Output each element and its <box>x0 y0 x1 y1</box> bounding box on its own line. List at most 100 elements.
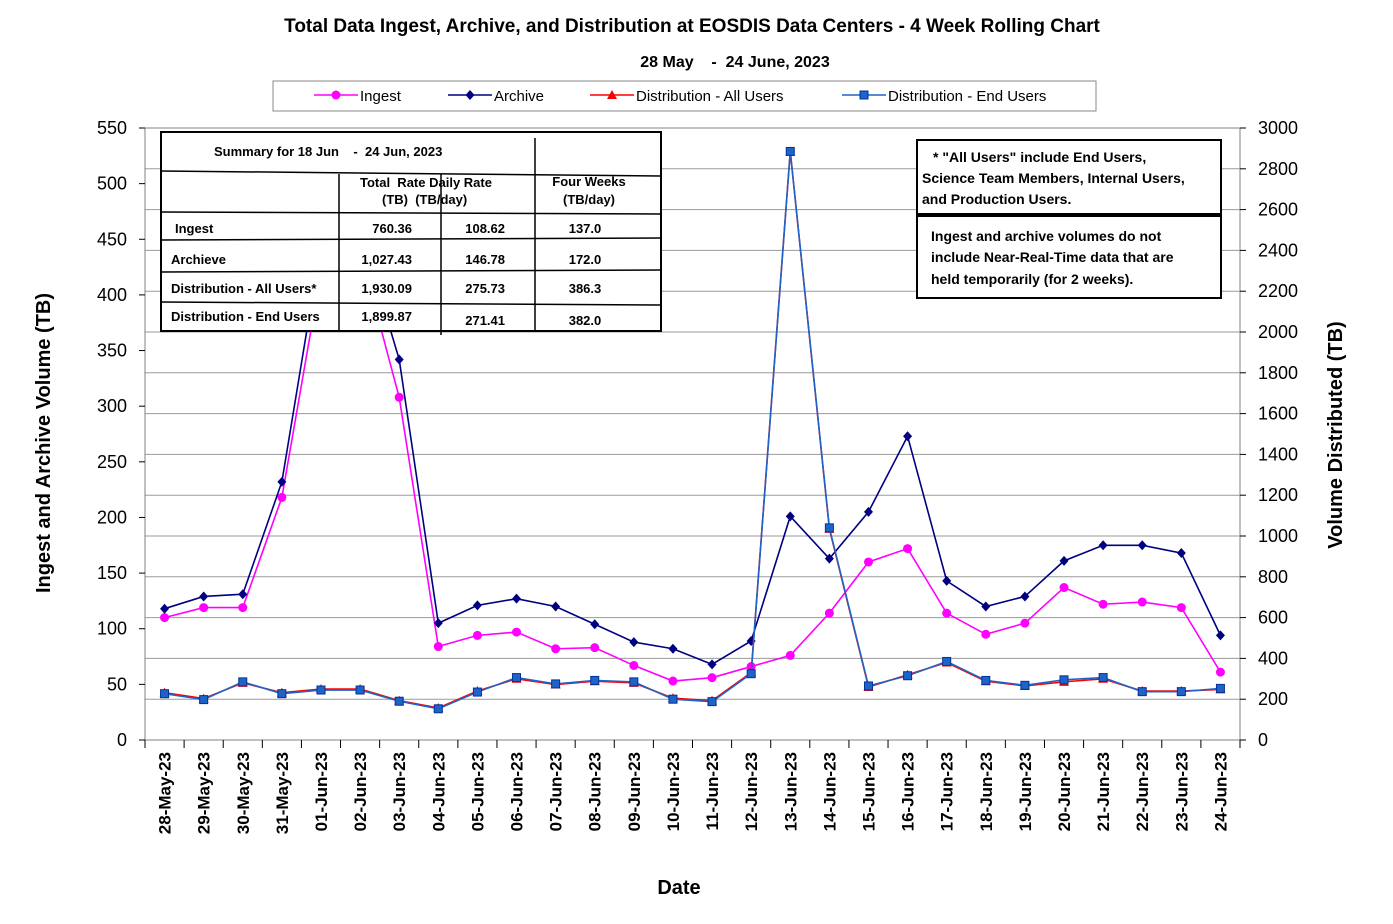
data-point <box>277 492 287 502</box>
data-point <box>863 681 873 691</box>
note-2-line-3: held temporarily (for 2 weeks). <box>931 271 1133 287</box>
chart-title: Total Data Ingest, Archive, and Distribu… <box>284 16 1100 37</box>
data-point <box>590 675 600 685</box>
summary-table: Summary for 18 Jun - 24 Jun, 2023 Total … <box>160 131 662 335</box>
data-point <box>433 618 443 629</box>
legend-item: Ingest <box>314 88 402 105</box>
data-point <box>1137 687 1147 697</box>
x-tick-label: 02-Jun-23 <box>351 752 370 831</box>
legend-marker <box>331 90 341 100</box>
y-tick-label: 50 <box>107 674 127 694</box>
data-point <box>199 591 209 602</box>
data-point <box>590 619 600 630</box>
summary-row-four-weeks: 386.3 <box>569 281 602 296</box>
legend-label: Archive <box>494 88 544 105</box>
summary-row-total: 1,899.87 <box>361 309 412 324</box>
data-point <box>981 601 991 612</box>
x-tick-label: 21-Jun-23 <box>1094 752 1113 831</box>
summary-header-units: (TB) (TB/day) <box>382 192 467 207</box>
data-point <box>512 627 522 637</box>
data-point <box>160 613 170 623</box>
data-point <box>1176 548 1186 559</box>
data-point <box>199 695 209 705</box>
legend-marker <box>465 90 475 100</box>
x-axis-title: Date <box>657 877 700 899</box>
data-point <box>551 679 561 689</box>
x-tick-label: 03-Jun-23 <box>390 752 409 831</box>
summary-header-total: Total Rate Daily Rate <box>360 175 492 190</box>
legend-marker <box>607 90 617 99</box>
x-tick-label: 01-Jun-23 <box>312 752 331 831</box>
data-point <box>472 630 482 640</box>
note-box-1 <box>916 139 1222 215</box>
data-point <box>629 637 639 648</box>
summary-row: Ingest 760.36 108.62 137.0 <box>175 221 601 236</box>
summary-rule <box>160 269 662 273</box>
data-point <box>160 603 170 614</box>
y2-tick-label: 2400 <box>1258 240 1298 260</box>
x-tick-label: 22-Jun-23 <box>1133 752 1152 831</box>
data-point <box>1059 555 1069 566</box>
y2-tick-label: 1400 <box>1258 444 1298 464</box>
data-point <box>160 689 170 699</box>
data-point <box>1098 673 1108 683</box>
x-tick-label: 06-Jun-23 <box>508 752 527 831</box>
data-point <box>668 676 678 686</box>
summary-row-daily: 271.41 <box>465 313 505 328</box>
summary-row-label: Ingest <box>175 221 214 236</box>
data-point <box>590 643 600 653</box>
x-tick-label: 15-Jun-23 <box>859 752 878 831</box>
x-tick-label: 28-May-23 <box>156 752 175 834</box>
x-tick-label: 09-Jun-23 <box>625 752 644 831</box>
data-point <box>1137 540 1147 551</box>
right-axis: 0 200 400 600 800 1000 1200 1400 1600 1800 2000 220… <box>1240 118 1298 750</box>
data-point <box>277 689 287 699</box>
data-point <box>1215 630 1225 641</box>
summary-row-four-weeks: 137.0 <box>569 221 602 236</box>
y-tick-label: 550 <box>97 118 127 138</box>
data-point <box>942 608 952 618</box>
data-point <box>863 506 873 517</box>
data-point <box>551 644 561 654</box>
data-point <box>433 704 443 714</box>
legend: Ingest Archive Distribution - All Users Dis… <box>272 80 1097 112</box>
x-tick-label: 14-Jun-23 <box>820 752 839 831</box>
x-tick-label: 11-Jun-23 <box>703 752 722 830</box>
data-point <box>668 643 678 654</box>
x-tick-label: 16-Jun-23 <box>899 752 918 831</box>
summary-header-four-weeks-units: (TB/day) <box>563 192 615 207</box>
data-point <box>824 523 834 533</box>
summary-row-total: 1,930.09 <box>361 281 412 296</box>
summary-row: Archieve 1,027.43 146.78 172.0 <box>171 252 601 267</box>
x-tick-label: 31-May-23 <box>273 752 292 834</box>
summary-row-label: Distribution - End Users <box>171 309 320 324</box>
x-tick-label: 23-Jun-23 <box>1172 752 1191 831</box>
data-point <box>1020 680 1030 690</box>
x-tick-label: 13-Jun-23 <box>781 752 800 831</box>
x-tick-label: 24-Jun-23 <box>1211 752 1230 831</box>
data-point <box>1215 683 1225 693</box>
x-tick-label: 18-Jun-23 <box>977 752 996 831</box>
y-tick-label: 400 <box>97 285 127 305</box>
summary-row-daily: 275.73 <box>465 281 505 296</box>
x-tick-label: 04-Jun-23 <box>429 752 448 831</box>
x-tick-label: 30-May-23 <box>234 752 253 834</box>
x-tick-label: 08-Jun-23 <box>586 752 605 831</box>
legend-item: Distribution - All Users <box>590 88 784 105</box>
x-tick-label: 17-Jun-23 <box>938 752 957 831</box>
summary-row-label: Archieve <box>171 252 226 267</box>
legend-item: Archive <box>448 88 544 105</box>
y2-tick-label: 0 <box>1258 730 1268 750</box>
data-point <box>668 694 678 704</box>
data-point <box>1098 540 1108 551</box>
x-tick-label: 07-Jun-23 <box>547 752 566 831</box>
summary-rule <box>160 301 662 306</box>
legend-marker <box>859 90 869 100</box>
data-point <box>1059 675 1069 685</box>
data-point <box>394 696 404 706</box>
y2-tick-label: 1000 <box>1258 526 1298 546</box>
note-1-line-2: Science Team Members, Internal Users, <box>922 170 1185 186</box>
data-point <box>746 669 756 679</box>
y2-tick-label: 2000 <box>1258 322 1298 342</box>
